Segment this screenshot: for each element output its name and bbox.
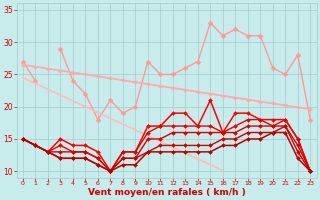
- X-axis label: Vent moyen/en rafales ( km/h ): Vent moyen/en rafales ( km/h ): [88, 188, 245, 197]
